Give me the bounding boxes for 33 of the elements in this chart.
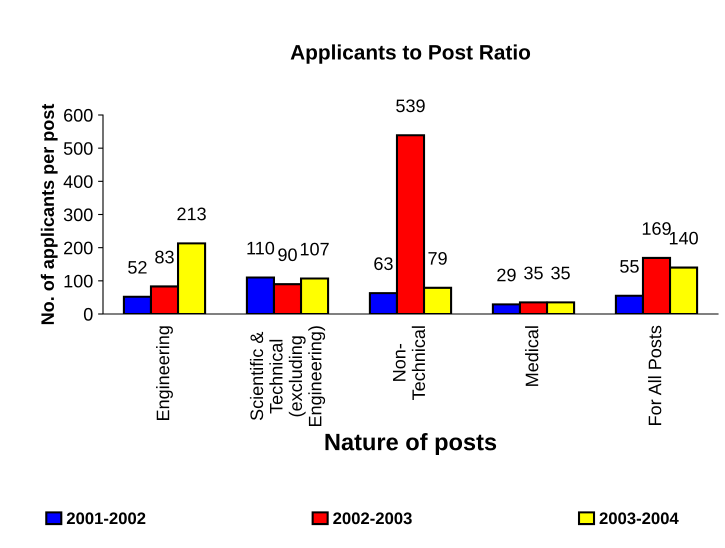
- x-tick-label: For All Posts: [648, 326, 662, 425]
- data-label: 140: [670, 232, 698, 245]
- y-tick-label: 300: [64, 208, 93, 222]
- data-label: 35: [551, 266, 570, 280]
- data-label: 169: [642, 222, 671, 235]
- data-label: 35: [524, 266, 543, 280]
- x-tick-label: Scientific & Technical (excluding Engineering): [250, 326, 326, 426]
- data-label: 213: [177, 208, 206, 220]
- data-label: 55: [620, 260, 639, 273]
- legend-label: 2002-2003: [333, 512, 412, 524]
- data-label: 110: [247, 242, 274, 255]
- y-tick-label: 400: [64, 175, 93, 188]
- data-label: 29: [497, 268, 516, 282]
- x-axis-title: Nature of posts: [326, 433, 496, 456]
- y-axis-title: No. of applicants per post: [40, 104, 58, 324]
- data-label: 63: [374, 257, 393, 270]
- x-tick-label: Medical: [525, 326, 538, 386]
- legend-label: 2003-2004: [600, 512, 679, 524]
- y-tick-label: 600: [64, 108, 93, 122]
- x-tick-label: Engineering: [156, 326, 173, 420]
- y-tick-label: 0: [84, 308, 93, 321]
- legend-label: 2001-2002: [66, 512, 146, 524]
- y-tick-label: 200: [64, 242, 93, 254]
- data-label: 79: [428, 252, 447, 265]
- data-label: 83: [155, 250, 174, 264]
- chart-title: Applicants to Post Ratio: [290, 44, 530, 64]
- y-tick-label: 500: [64, 142, 93, 155]
- data-label: 52: [128, 260, 147, 274]
- data-label: 107: [300, 242, 329, 256]
- x-tick-label: Non- Technical: [393, 326, 426, 400]
- data-label: 90: [278, 248, 297, 262]
- data-label: 539: [396, 99, 425, 112]
- y-tick-label: 100: [64, 274, 93, 288]
